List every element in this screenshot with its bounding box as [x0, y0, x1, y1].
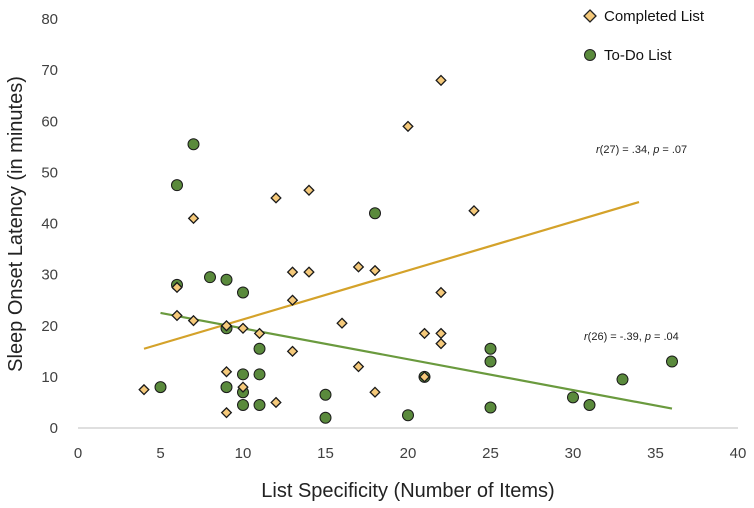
point-completed-list	[237, 322, 249, 335]
point-to-do-list	[187, 138, 200, 151]
point-to-do-list	[204, 271, 216, 284]
point-completed-list	[187, 314, 200, 327]
x-tick-label: 30	[565, 445, 582, 462]
trendline-completed-list	[143, 200, 640, 350]
point-to-do-list	[237, 368, 249, 381]
point-to-do-list	[253, 368, 266, 381]
y-tick-labels: 0 10 20 30 40 50 60 70 80	[41, 11, 58, 437]
point-completed-list	[286, 294, 299, 306]
point-completed-list	[435, 327, 447, 340]
point-to-do-list	[154, 381, 167, 394]
point-to-do-list	[369, 207, 381, 220]
x-axis-title: List Specificity (Number of Items)	[261, 480, 554, 502]
y-tick-label: 40	[41, 216, 58, 233]
trendline-to-do-list	[160, 311, 673, 410]
annotation-todo-r-letter: r	[584, 331, 589, 343]
point-completed-list	[220, 406, 233, 419]
x-tick-label: 15	[317, 445, 334, 462]
point-to-do-list	[484, 355, 497, 368]
point-completed-list	[253, 327, 266, 340]
point-completed-list	[270, 396, 282, 409]
annotation-completed-r-value: (27) = .34,	[600, 144, 654, 156]
point-to-do-list	[402, 409, 414, 422]
point-completed-list	[220, 366, 233, 378]
legend-marker-to-do-list	[584, 49, 596, 61]
legend-label-completed-list: Completed List	[604, 8, 705, 25]
x-tick-label: 0	[74, 445, 82, 462]
annotation-completed-p-value: = .07	[659, 144, 687, 156]
point-completed-list	[369, 264, 381, 277]
x-tick-label: 35	[647, 445, 664, 462]
y-tick-label: 10	[41, 369, 58, 386]
y-tick-label: 30	[41, 267, 58, 284]
point-to-do-list	[253, 398, 266, 411]
point-completed-list	[187, 212, 200, 225]
point-to-do-list	[484, 342, 497, 355]
annotation-todo-r-value: (26) = -.39,	[588, 331, 645, 343]
annotation-completed-list: r(27) = .34, p = .07	[596, 144, 687, 156]
point-completed-list	[418, 327, 431, 340]
annotation-to-do-list: r(26) = -.39, p = .04	[584, 331, 679, 343]
data-points	[138, 74, 678, 424]
y-axis-title: Sleep Onset Latency (in minutes)	[5, 76, 27, 372]
point-completed-list	[336, 317, 348, 329]
point-to-do-list	[171, 179, 183, 192]
legend: Completed List To-Do List	[583, 8, 705, 64]
point-completed-list	[352, 360, 365, 373]
point-to-do-list	[319, 411, 332, 424]
y-tick-label: 50	[41, 164, 58, 181]
point-to-do-list	[583, 398, 596, 411]
y-tick-label: 0	[50, 420, 58, 437]
y-tick-label: 20	[41, 318, 58, 335]
point-completed-list	[369, 386, 381, 398]
point-completed-list	[435, 337, 447, 350]
point-completed-list	[402, 120, 414, 133]
annotation-todo-p-value: = .04	[651, 331, 679, 343]
point-completed-list	[171, 281, 183, 294]
point-completed-list	[468, 204, 480, 217]
x-tick-label: 5	[156, 445, 164, 462]
point-to-do-list	[253, 342, 266, 355]
point-completed-list	[171, 309, 183, 322]
x-tick-label: 40	[730, 445, 747, 462]
x-tick-labels: 0 5 10 15 20 25 30 35 40	[74, 445, 747, 462]
point-completed-list	[270, 192, 282, 204]
point-completed-list	[286, 345, 299, 358]
point-to-do-list	[484, 401, 497, 414]
point-to-do-list	[237, 286, 249, 299]
point-to-do-list	[220, 381, 233, 394]
y-tick-label: 80	[41, 11, 58, 28]
annotation-completed-r-letter: r	[596, 144, 601, 156]
point-to-do-list	[616, 373, 629, 386]
x-tick-label: 20	[400, 445, 417, 462]
point-completed-list	[352, 261, 365, 273]
point-to-do-list	[666, 355, 678, 368]
point-completed-list	[435, 74, 447, 87]
y-tick-label: 60	[41, 113, 58, 130]
x-tick-label: 25	[482, 445, 499, 462]
point-completed-list	[237, 381, 249, 393]
x-tick-label: 10	[235, 445, 252, 462]
annotation-todo-p-letter: p	[644, 331, 651, 343]
point-to-do-list	[319, 388, 332, 401]
trendlines	[143, 200, 673, 410]
annotation-completed-p-letter: p	[652, 144, 659, 156]
point-completed-list	[435, 286, 447, 299]
point-completed-list	[303, 184, 315, 196]
point-completed-list	[138, 383, 150, 396]
point-completed-list	[286, 266, 299, 278]
legend-marker-completed-list	[583, 9, 597, 23]
point-completed-list	[418, 371, 431, 383]
point-completed-list	[220, 320, 233, 332]
legend-label-to-do-list: To-Do List	[604, 47, 672, 64]
point-to-do-list	[237, 398, 249, 411]
point-completed-list	[303, 266, 315, 278]
y-tick-label: 70	[41, 62, 58, 79]
point-to-do-list	[220, 273, 233, 286]
point-to-do-list	[567, 391, 579, 404]
